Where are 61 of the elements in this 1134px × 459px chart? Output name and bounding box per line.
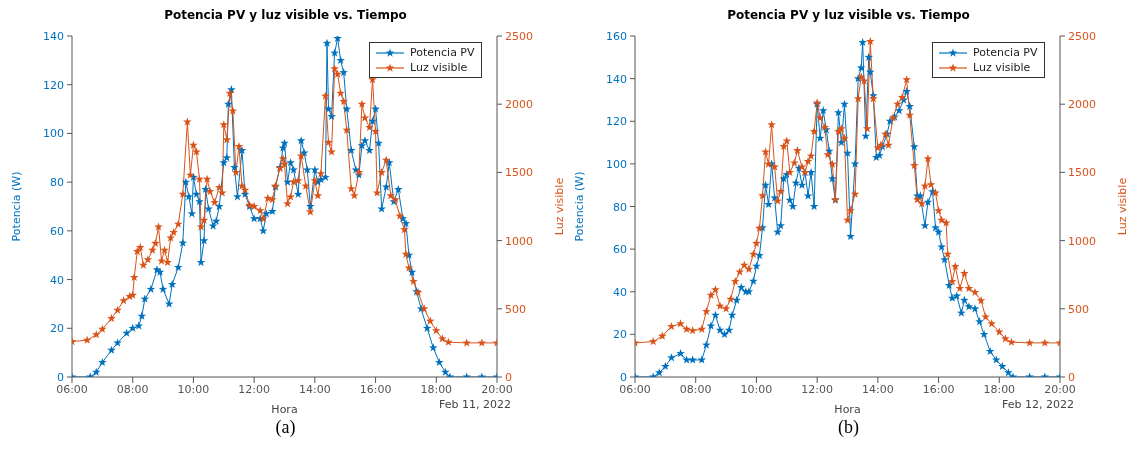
y-axis-title: Potencia (W) [9,171,23,242]
y-tick-label: 60 [613,243,627,257]
text: Feb 12, 2022 [1002,398,1074,411]
x-tick-label: 18:00 [420,382,453,396]
x-tick-label: 08:00 [116,382,149,396]
y-tick-label: 80 [50,176,64,190]
x-tick-label: 06:00 [56,382,88,396]
y-tick-label: 0 [620,371,627,384]
text: (b) [837,417,860,438]
y2-tick-label: 500 [505,302,526,316]
x-tick-label: 16:00 [359,382,392,396]
y-tick-label: 100 [43,127,64,141]
y2-tick-label: 2000 [1068,98,1096,112]
legend-label: Luz visible [410,60,468,75]
y-tick-label: 120 [43,78,64,92]
x-tick-label: 06:00 [619,382,651,396]
y2-axis-title: Luz visible [552,177,566,236]
chart-title: Potencia PV y luz visible vs. Tiempo [163,8,408,24]
y2-tick-label: 1000 [505,234,533,248]
x-axis-title: Hora [271,403,298,416]
x-tick-label: 14:00 [299,382,331,396]
y2-tick-label: 2500 [505,30,533,43]
x-tick-label: 20:00 [481,382,513,396]
y-tick-label: 60 [50,224,64,238]
y2-tick-label: 2500 [1068,30,1096,43]
y-tick-label: 0 [57,371,64,384]
x-tick-label: 12:00 [238,382,270,396]
y-tick-label: 160 [606,30,627,43]
y-tick-label: 100 [606,157,627,171]
x-tick-label: 20:00 [1044,382,1076,396]
y-tick-label: 140 [43,30,64,43]
y2-axis-title: Luz visible [1115,177,1129,236]
y-axis-title: Potencia (W) [572,171,586,242]
y-tick-label: 40 [613,285,627,299]
y2-tick-label: 1500 [1068,166,1096,180]
x-tick-label: 10:00 [177,382,210,396]
y-tick-label: 20 [50,322,64,336]
y2-tick-label: 2000 [505,98,533,112]
text: Feb 11, 2022 [439,398,511,411]
y-tick-label: 140 [606,72,627,86]
y2-tick-label: 1000 [1068,234,1096,248]
x-axis-title: Hora [834,403,861,416]
x-tick-label: 14:00 [862,382,894,396]
y-tick-label: 120 [606,115,627,129]
y2-tick-label: 500 [1068,302,1089,316]
y-tick-label: 20 [613,328,627,342]
legend-label: Luz visible [973,60,1031,75]
x-tick-label: 10:00 [740,382,773,396]
y2-tick-label: 1500 [505,166,533,180]
x-tick-label: 08:00 [679,382,712,396]
x-tick-label: 16:00 [922,382,955,396]
y2-tick-label: 0 [505,371,512,384]
x-tick-label: 12:00 [801,382,833,396]
y-tick-label: 40 [50,273,64,287]
x-tick-label: 18:00 [983,382,1016,396]
y-tick-label: 80 [613,200,627,214]
legend-label: Potencia PV [973,45,1038,60]
legend-label: Potencia PV [410,45,475,60]
y2-tick-label: 0 [1068,371,1075,384]
chart-title: Potencia PV y luz visible vs. Tiempo [726,8,971,24]
text: (a) [274,417,297,438]
